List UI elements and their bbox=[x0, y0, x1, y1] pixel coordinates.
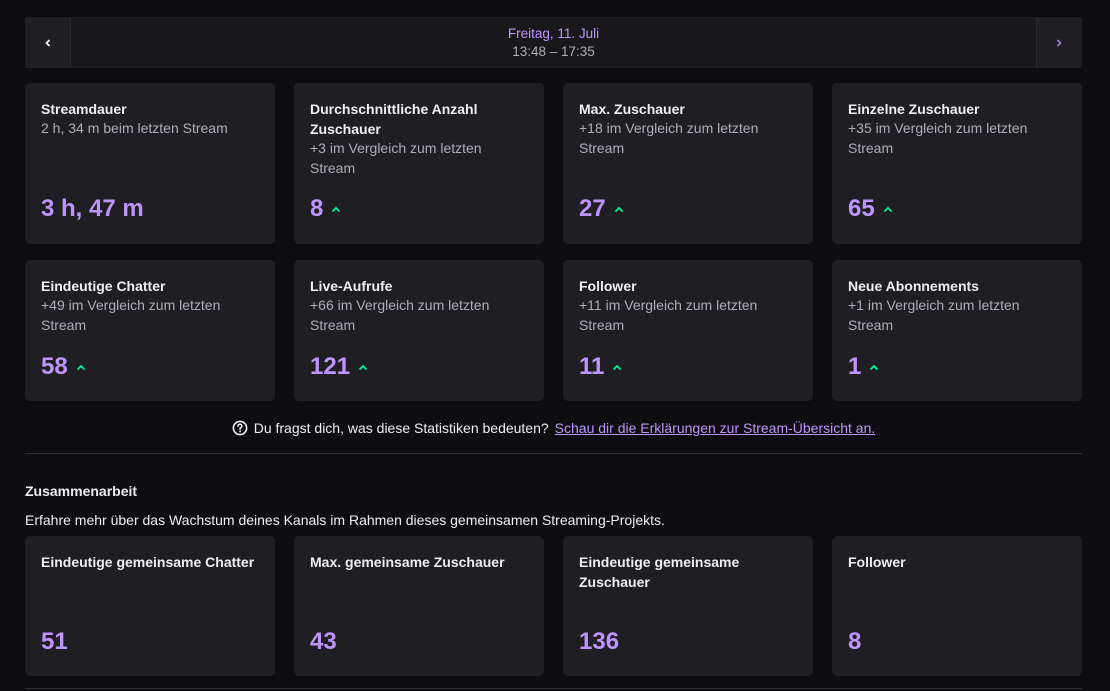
section-divider bbox=[25, 453, 1082, 454]
stat-value: 43 bbox=[310, 628, 337, 655]
stat-title: Eindeutige gemeinsame Zuschauer bbox=[579, 554, 740, 590]
stat-value: 51 bbox=[41, 628, 68, 655]
stat-comparison: +1 im Vergleich zum letzten Stream bbox=[848, 297, 1020, 333]
stat-comparison: 2 h, 34 m beim letzten Stream bbox=[41, 120, 228, 136]
stat-value-row: 8 bbox=[848, 628, 861, 656]
stats-help: Du fragst dich, was diese Statistiken be… bbox=[25, 418, 1082, 438]
stat-card: Durchschnittliche Anzahl Zuschauer +3 im… bbox=[294, 83, 544, 244]
next-stream-button[interactable] bbox=[1037, 18, 1081, 67]
chevron-right-icon bbox=[1056, 38, 1062, 47]
collab-stat-card: Eindeutige gemeinsame Zuschauer 136 bbox=[563, 536, 813, 676]
collab-stat-card: Max. gemeinsame Zuschauer 43 bbox=[294, 536, 544, 676]
collab-stat-card: Eindeutige gemeinsame Chatter 51 bbox=[25, 536, 275, 676]
stream-date: Freitag, 11. Juli bbox=[507, 25, 600, 41]
stat-card: Live-Aufrufe +66 im Vergleich zum letzte… bbox=[294, 260, 544, 401]
stat-comparison: +35 im Vergleich zum letzten Stream bbox=[848, 120, 1028, 156]
stat-title: Durchschnittliche Anzahl Zuschauer bbox=[310, 101, 478, 137]
stat-value-row: 3 h, 47 m bbox=[41, 195, 144, 223]
stat-value-row: 58 bbox=[41, 353, 86, 381]
stat-title: Follower bbox=[579, 278, 637, 294]
stream-summary: Freitag, 11. Juli 13:48 – 17:35 Streamda… bbox=[25, 17, 1082, 676]
stream-summary-explanations-link[interactable]: Schau dir die Erklärungen zur Stream-Übe… bbox=[554, 420, 876, 436]
stat-value-row: 8 bbox=[310, 195, 341, 223]
stats-row-1: Streamdauer 2 h, 34 m beim letzten Strea… bbox=[25, 83, 1082, 244]
collab-stat-card: Follower 8 bbox=[832, 536, 1082, 676]
stat-card: Neue Abonnements +1 im Vergleich zum let… bbox=[832, 260, 1082, 401]
stat-comparison: +49 im Vergleich zum letzten Stream bbox=[41, 297, 221, 333]
stat-value-row: 27 bbox=[579, 195, 624, 223]
trend-up-icon bbox=[332, 206, 341, 213]
stat-value-row: 136 bbox=[579, 628, 619, 656]
stat-comparison: +11 im Vergleich zum letzten Stream bbox=[579, 297, 758, 333]
stat-value-row: 121 bbox=[310, 353, 368, 381]
stat-comparison: +18 im Vergleich zum letzten Stream bbox=[579, 120, 759, 156]
trend-up-icon bbox=[883, 206, 892, 213]
collab-section-description: Erfahre mehr über das Wachstum deines Ka… bbox=[25, 512, 665, 528]
stats-row-2: Eindeutige Chatter +49 im Vergleich zum … bbox=[25, 260, 1082, 401]
stat-title: Neue Abonnements bbox=[848, 278, 979, 294]
stat-value: 121 bbox=[310, 353, 351, 380]
stat-value-row: 43 bbox=[310, 628, 337, 656]
stat-title: Streamdauer bbox=[41, 101, 127, 117]
stat-card: Streamdauer 2 h, 34 m beim letzten Strea… bbox=[25, 83, 275, 244]
stat-value-row: 65 bbox=[848, 195, 893, 223]
collab-section-title: Zusammenarbeit bbox=[25, 483, 138, 499]
date-display: Freitag, 11. Juli 13:48 – 17:35 bbox=[70, 18, 1037, 67]
stream-time-range: 13:48 – 17:35 bbox=[512, 43, 595, 59]
trend-up-icon bbox=[870, 364, 879, 371]
stat-title: Live-Aufrufe bbox=[310, 278, 393, 294]
stat-title: Max. Zuschauer bbox=[579, 101, 685, 117]
stat-title: Eindeutige gemeinsame Chatter bbox=[41, 554, 255, 570]
help-text: Du fragst dich, was diese Statistiken be… bbox=[253, 420, 549, 436]
stat-value: 3 h, 47 m bbox=[41, 195, 144, 222]
chevron-left-icon bbox=[45, 38, 51, 47]
stat-value: 8 bbox=[310, 195, 324, 222]
stat-value: 58 bbox=[41, 353, 68, 380]
stat-title: Follower bbox=[848, 554, 906, 570]
stat-value-row: 1 bbox=[848, 353, 879, 381]
trend-up-icon bbox=[358, 364, 368, 371]
stat-value: 1 bbox=[848, 353, 862, 380]
stat-title: Eindeutige Chatter bbox=[41, 278, 166, 294]
stat-comparison: +66 im Vergleich zum letzten Stream bbox=[310, 297, 490, 333]
stat-value: 136 bbox=[579, 628, 620, 655]
stat-value: 27 bbox=[579, 195, 606, 222]
date-navigator: Freitag, 11. Juli 13:48 – 17:35 bbox=[25, 17, 1082, 68]
stat-comparison: +3 im Vergleich zum letzten Stream bbox=[310, 140, 482, 176]
stat-card: Follower +11 im Vergleich zum letzten St… bbox=[563, 260, 813, 401]
stat-card: Eindeutige Chatter +49 im Vergleich zum … bbox=[25, 260, 275, 401]
stat-value: 11 bbox=[579, 353, 605, 380]
bottom-divider bbox=[25, 688, 1082, 689]
stat-value-row: 11 bbox=[579, 353, 622, 381]
stat-card: Max. Zuschauer +18 im Vergleich zum letz… bbox=[563, 83, 813, 244]
trend-up-icon bbox=[76, 364, 85, 371]
stat-title: Einzelne Zuschauer bbox=[848, 101, 980, 117]
trend-up-icon bbox=[614, 206, 623, 213]
stat-value-row: 51 bbox=[41, 628, 68, 656]
stat-value: 65 bbox=[848, 195, 875, 222]
stat-title: Max. gemeinsame Zuschauer bbox=[310, 554, 505, 570]
question-circle-icon bbox=[232, 420, 248, 436]
trend-up-icon bbox=[613, 364, 622, 371]
stat-value: 8 bbox=[848, 628, 862, 655]
previous-stream-button[interactable] bbox=[26, 18, 70, 67]
collab-stats-row: Eindeutige gemeinsame Chatter 51 Max. ge… bbox=[25, 536, 1082, 676]
stat-card: Einzelne Zuschauer +35 im Vergleich zum … bbox=[832, 83, 1082, 244]
